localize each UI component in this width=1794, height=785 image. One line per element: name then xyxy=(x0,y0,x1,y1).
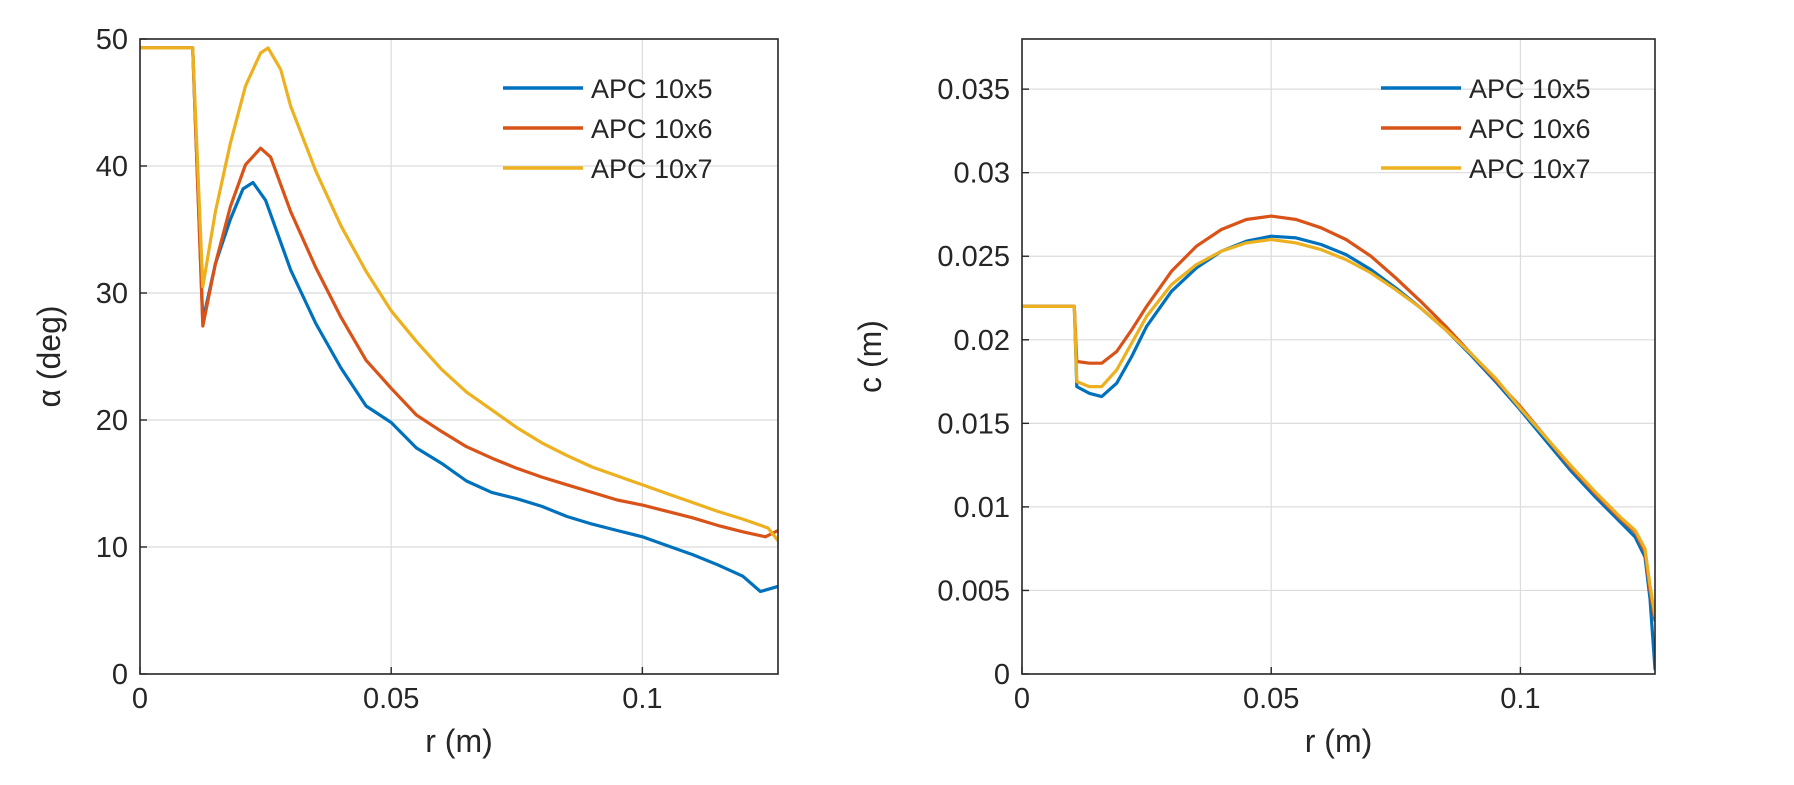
x-axis-title: r (m) xyxy=(1305,723,1373,759)
y-tick-label: 0.03 xyxy=(954,158,1010,190)
legend: APC 10x5 APC 10x6 APC 10x7 xyxy=(1381,74,1591,184)
x-tick-label: 0.1 xyxy=(1500,683,1540,715)
series-line-apc-10x5 xyxy=(1022,234,1655,671)
chart-panel-2: 0 0.05 0.1 0 0.005 0.01 0.015 0.02 0.025 0.03 0.03… xyxy=(852,38,1656,759)
legend-label: APC 10x5 xyxy=(591,74,713,104)
x-tick-label: 0 xyxy=(1014,683,1030,715)
series-line-apc-10x6 xyxy=(140,46,778,539)
y-tick-label: 0 xyxy=(994,659,1010,691)
y-tick-label: 0.015 xyxy=(937,408,1010,440)
series-line-apc-10x5 xyxy=(140,46,778,594)
x-tick-label: 0 xyxy=(132,683,148,715)
y-tick-label: 0.01 xyxy=(954,492,1010,524)
y-axis-title: c (m) xyxy=(852,320,888,393)
series-line-apc-10x7 xyxy=(140,46,778,543)
y-tick-label: 0.02 xyxy=(954,325,1010,357)
x-tick-label: 0.05 xyxy=(1243,683,1299,715)
legend-label: APC 10x7 xyxy=(591,154,713,184)
y-tick-label: 40 xyxy=(96,151,128,183)
y-tick-label: 50 xyxy=(96,24,128,56)
y-axis-title: α (deg) xyxy=(31,305,67,407)
y-tick-label: 0.035 xyxy=(937,74,1010,106)
y-tick-label: 0.005 xyxy=(937,575,1010,607)
y-tick-label: 20 xyxy=(96,405,128,437)
x-axis-title: r (m) xyxy=(425,723,493,759)
legend-label: APC 10x6 xyxy=(591,114,713,144)
y-tick-label: 0 xyxy=(112,659,128,691)
legend-label: APC 10x6 xyxy=(1469,114,1591,144)
legend-label: APC 10x7 xyxy=(1469,154,1591,184)
x-tick-label: 0.05 xyxy=(363,683,419,715)
y-tick-label: 0.025 xyxy=(937,241,1010,273)
y-tick-label: 10 xyxy=(96,532,128,564)
y-tick-label: 30 xyxy=(96,278,128,310)
legend: APC 10x5 APC 10x6 APC 10x7 xyxy=(503,74,713,184)
x-tick-label: 0.1 xyxy=(622,683,662,715)
plot-area-frame xyxy=(139,38,779,675)
plot-area-frame xyxy=(1021,38,1656,675)
legend-label: APC 10x5 xyxy=(1469,74,1591,104)
series-line-apc-10x7 xyxy=(1022,237,1655,618)
series-line-apc-10x6 xyxy=(1022,214,1655,623)
